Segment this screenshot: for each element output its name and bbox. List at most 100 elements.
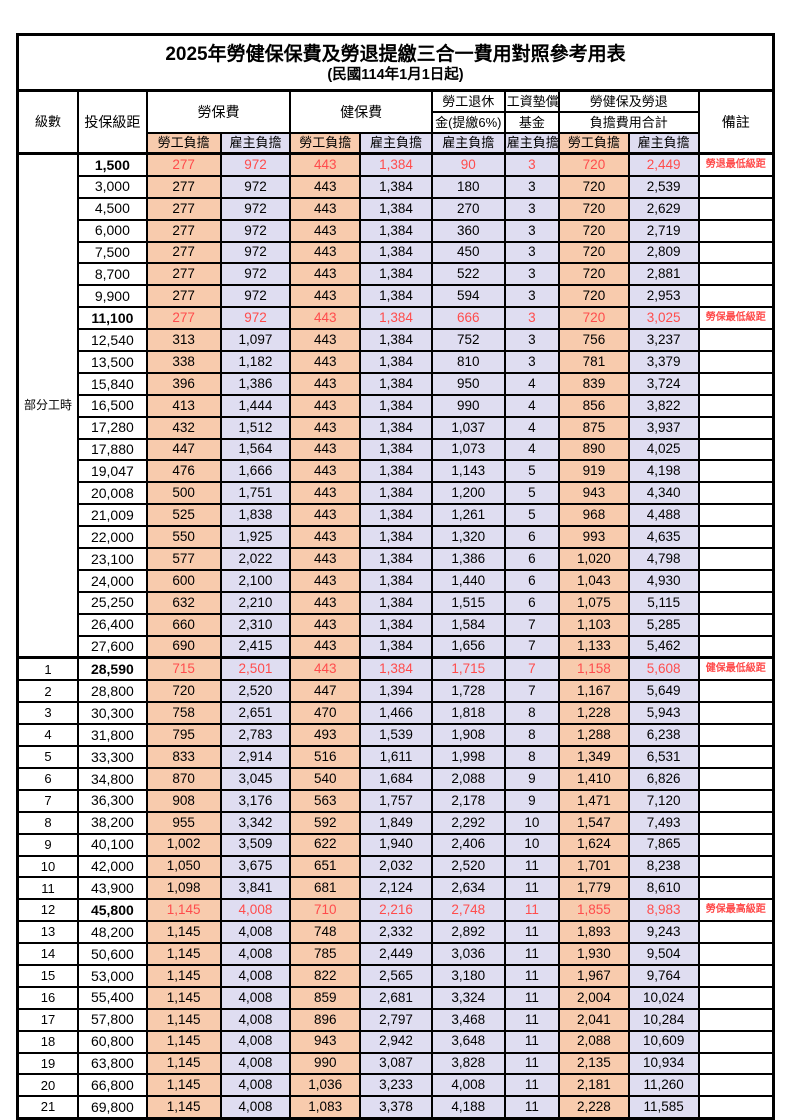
total-worker-cell: 2,004 (558, 985, 630, 1010)
wage-fund-employer-cell: 11 (503, 985, 561, 1010)
remark-cell (697, 481, 775, 506)
bracket-cell: 36,300 (77, 788, 148, 813)
health-insurance-worker-cell: 1,083 (289, 1095, 362, 1120)
labor-insurance-worker-cell: 955 (145, 810, 222, 835)
pension-employer-cell: 594 (430, 284, 506, 309)
table-row: 8,700 277 972 443 1,384 522 3 720 2,881 (18, 262, 775, 287)
labor-insurance-employer-cell: 4,008 (219, 920, 292, 945)
labor-insurance-worker-cell: 1,145 (145, 1073, 222, 1098)
health-insurance-worker-cell: 443 (289, 218, 362, 243)
wage-fund-employer-cell: 9 (503, 788, 561, 813)
bracket-cell: 25,250 (77, 590, 148, 615)
table-row: 4 31,800 795 2,783 493 1,539 1,908 8 1,288 6,238 (16, 723, 775, 748)
total-employer-cell: 5,462 (627, 634, 700, 660)
health-insurance-employer-cell: 1,384 (359, 481, 433, 506)
pension-employer-cell: 1,656 (430, 634, 506, 660)
labor-insurance-worker-cell: 715 (145, 656, 222, 682)
total-employer-cell: 4,930 (627, 568, 700, 593)
labor-insurance-worker-cell: 447 (145, 437, 222, 462)
remark-cell: 勞保最低級距 (697, 306, 775, 331)
health-insurance-worker-cell: 443 (289, 656, 362, 682)
table-row: 13,500 338 1,182 443 1,384 810 3 781 3,379 (18, 350, 775, 374)
pension-employer-cell: 666 (430, 306, 506, 331)
table-row: 13 48,200 1,145 4,008 748 2,332 2,892 11 1,893 9,… (16, 920, 775, 945)
health-insurance-worker-cell: 443 (289, 459, 362, 484)
total-worker-cell: 919 (558, 459, 630, 484)
wage-fund-employer-cell: 3 (503, 262, 561, 287)
pension-employer-cell: 2,892 (430, 920, 506, 945)
total-worker-cell: 1,158 (558, 656, 630, 682)
labor-insurance-worker-cell: 690 (145, 634, 222, 660)
pension-employer-cell: 1,584 (430, 612, 506, 637)
health-insurance-employer-cell: 2,332 (359, 920, 433, 945)
table-row: 11 43,900 1,098 3,841 681 2,124 2,634 11 1,779 8,… (16, 876, 775, 901)
health-insurance-worker-cell: 443 (289, 393, 362, 418)
labor-insurance-employer-cell: 3,841 (219, 876, 292, 901)
wage-fund-employer-cell: 3 (503, 306, 561, 331)
health-insurance-employer-cell: 1,384 (359, 459, 433, 484)
total-worker-cell: 1,349 (558, 745, 630, 769)
level-cell: 12 (16, 898, 80, 923)
health-insurance-employer-cell: 1,384 (359, 437, 433, 462)
remark-cell (697, 568, 775, 593)
labor-insurance-employer-cell: 2,501 (219, 656, 292, 682)
table-row: 20 66,800 1,145 4,008 1,036 3,233 4,008 11 2,181… (16, 1073, 775, 1098)
health-insurance-worker-cell: 443 (289, 612, 362, 637)
bracket-cell: 31,800 (77, 723, 148, 748)
labor-insurance-worker-cell: 632 (145, 590, 222, 615)
labor-insurance-worker-cell: 1,098 (145, 876, 222, 901)
total-worker-cell: 720 (558, 262, 630, 287)
total-employer-cell: 3,379 (627, 350, 700, 374)
wage-fund-employer-cell: 10 (503, 810, 561, 835)
pension-employer-cell: 1,515 (430, 590, 506, 615)
labor-insurance-employer-cell: 2,415 (219, 634, 292, 660)
health-insurance-worker-cell: 443 (289, 284, 362, 309)
health-insurance-employer-cell: 1,384 (359, 262, 433, 287)
labor-insurance-employer-cell: 4,008 (219, 1007, 292, 1032)
labor-insurance-employer-cell: 2,651 (219, 701, 292, 726)
pension-employer-cell: 1,320 (430, 525, 506, 550)
health-insurance-worker-cell: 443 (289, 240, 362, 265)
bracket-cell: 23,100 (77, 547, 148, 571)
labor-insurance-employer-cell: 1,564 (219, 437, 292, 462)
health-insurance-worker-cell: 443 (289, 371, 362, 396)
table-row: 25,250 632 2,210 443 1,384 1,515 6 1,075 5,115 (18, 590, 775, 615)
wage-fund-employer-cell: 4 (503, 415, 561, 440)
col-header-wage-fund-line2: 基金 (503, 111, 561, 134)
labor-insurance-worker-cell: 277 (145, 218, 222, 243)
labor-insurance-employer-cell: 1,838 (219, 503, 292, 528)
labor-insurance-worker-cell: 313 (145, 328, 222, 353)
table-row: 11,100 277 972 443 1,384 666 3 720 3,025 勞保最低級距 (18, 306, 775, 331)
total-worker-cell: 756 (558, 328, 630, 353)
pension-employer-cell: 522 (430, 262, 506, 287)
wage-fund-employer-cell: 3 (503, 196, 561, 221)
labor-insurance-employer-cell: 2,022 (219, 547, 292, 571)
pension-employer-cell: 450 (430, 240, 506, 265)
total-worker-cell: 1,133 (558, 634, 630, 660)
remark-cell (697, 328, 775, 353)
total-employer-cell: 9,504 (627, 942, 700, 966)
health-insurance-worker-cell: 1,036 (289, 1073, 362, 1098)
labor-insurance-employer-cell: 972 (219, 218, 292, 243)
table-row: 16,500 413 1,444 443 1,384 990 4 856 3,822 (18, 393, 775, 418)
health-insurance-employer-cell: 2,681 (359, 985, 433, 1010)
health-insurance-worker-cell: 443 (289, 415, 362, 440)
bracket-cell: 3,000 (77, 174, 148, 199)
total-worker-cell: 968 (558, 503, 630, 528)
table-row: 10 42,000 1,050 3,675 651 2,032 2,520 11 1,701 8,… (16, 854, 775, 879)
total-worker-cell: 856 (558, 393, 630, 418)
table-row: 24,000 600 2,100 443 1,384 1,440 6 1,043 4,930 (18, 568, 775, 593)
labor-insurance-employer-cell: 3,045 (219, 766, 292, 791)
total-worker-cell: 1,893 (558, 920, 630, 945)
total-employer-cell: 8,610 (627, 876, 700, 901)
health-insurance-worker-cell: 443 (289, 525, 362, 550)
table-row: 21 69,800 1,145 4,008 1,083 3,378 4,188 11 2,228… (16, 1095, 775, 1120)
labor-insurance-worker-cell: 1,145 (145, 898, 222, 923)
health-insurance-employer-cell: 1,384 (359, 634, 433, 660)
health-insurance-worker-cell: 447 (289, 679, 362, 704)
table-row: 22,000 550 1,925 443 1,384 1,320 6 993 4,635 (18, 525, 775, 550)
wage-fund-employer-cell: 11 (503, 854, 561, 879)
bracket-cell: 28,590 (77, 656, 148, 682)
col-header-wage-fund-line1: 工資墊償 (503, 89, 561, 113)
bracket-cell: 42,000 (77, 854, 148, 879)
